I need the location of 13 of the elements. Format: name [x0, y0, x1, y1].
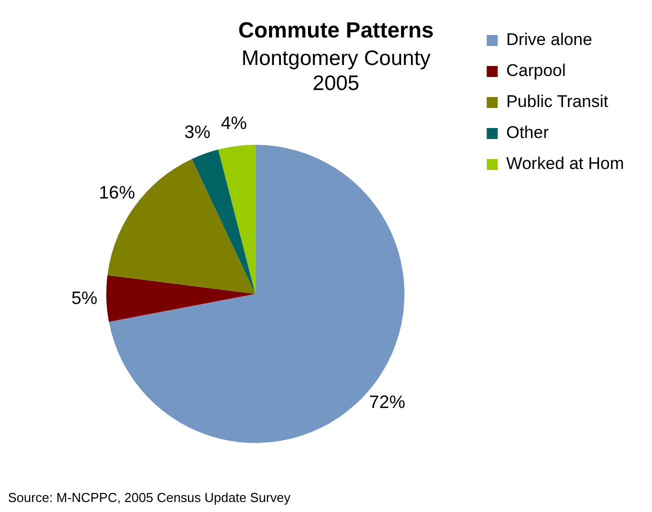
source-note: Source: M-NCPPC, 2005 Census Update Survey — [8, 490, 292, 505]
data-label: 16% — [98, 182, 135, 202]
data-label: 5% — [71, 288, 98, 308]
legend-label: Other — [506, 123, 550, 142]
legend-label: Worked at Hom — [506, 154, 624, 174]
data-label: 72% — [369, 392, 406, 412]
legend-label: Drive alone — [506, 30, 592, 50]
data-label: 3% — [184, 122, 210, 142]
legend-label: Public Transit — [506, 92, 609, 112]
legend-label: Carpool — [506, 61, 566, 80]
chart-title: Commute Patterns — [238, 17, 434, 42]
data-label: 4% — [220, 113, 247, 134]
text: Montgomery County 2005 — [241, 46, 432, 95]
